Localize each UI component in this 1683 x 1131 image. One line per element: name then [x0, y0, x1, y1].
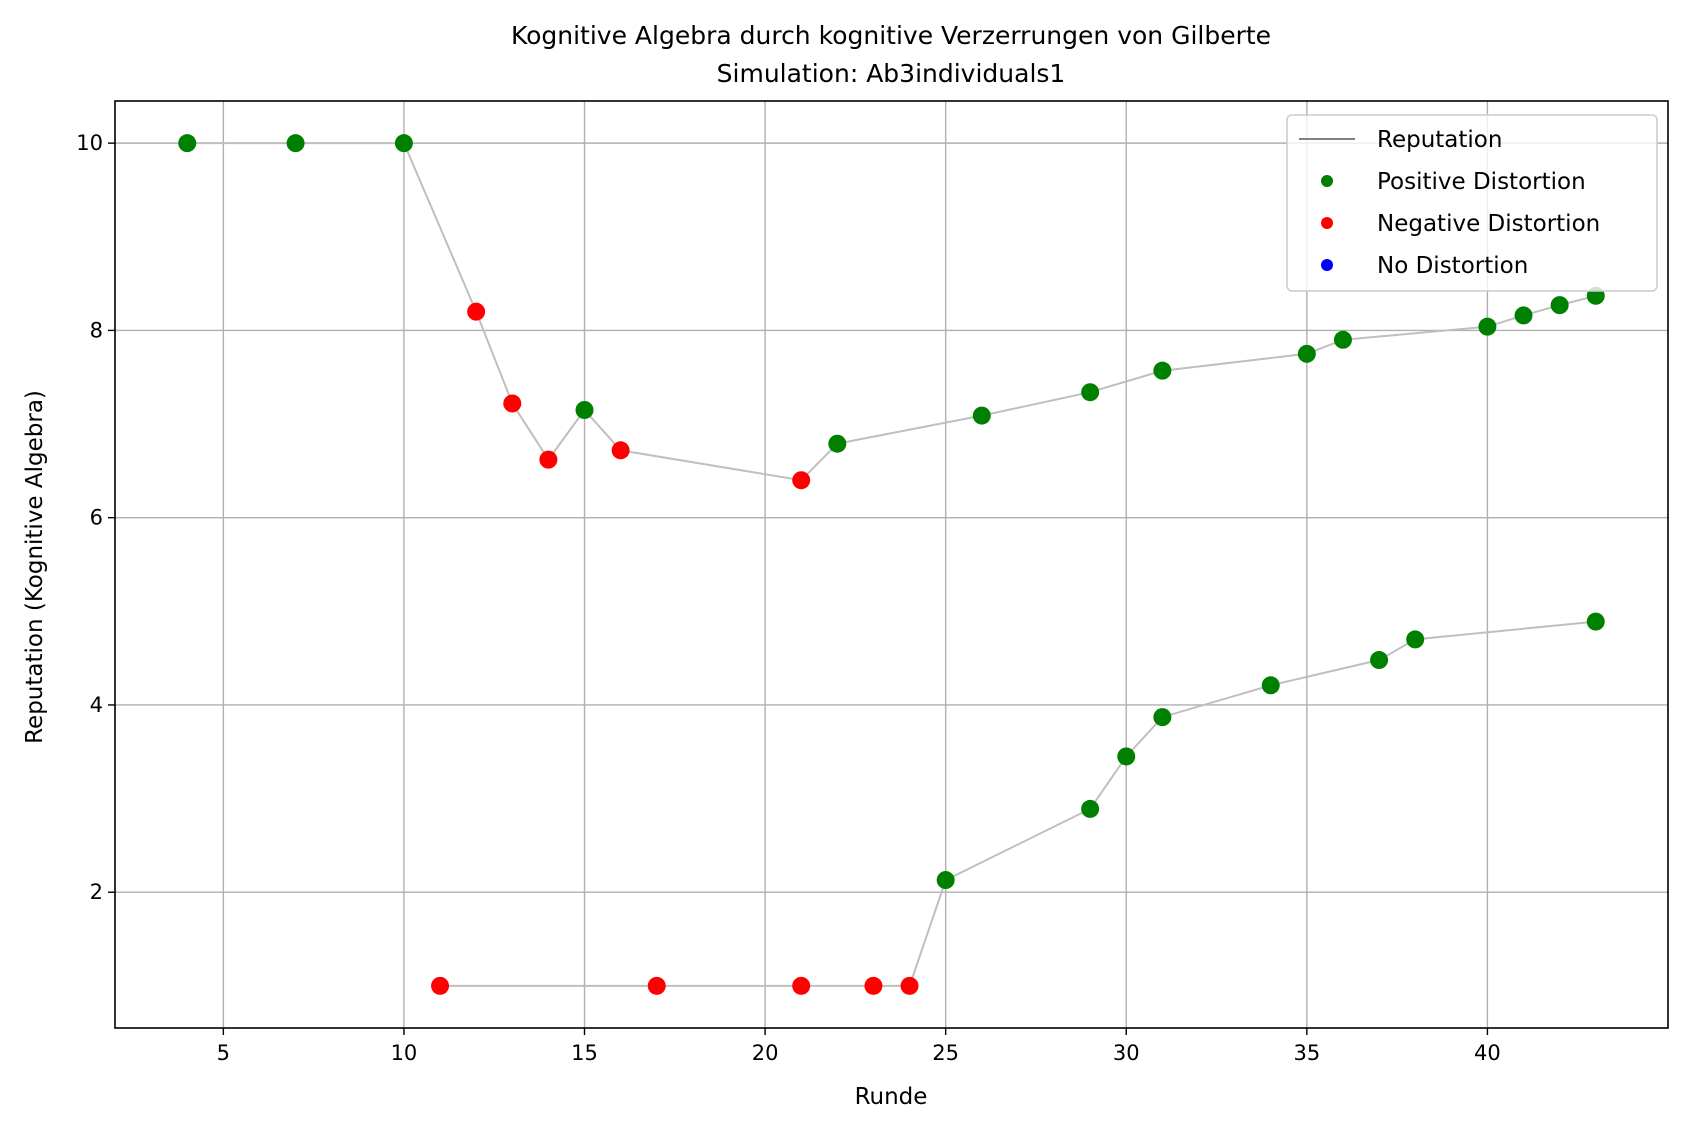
- chart-subtitle: Simulation: Ab3individuals1: [717, 59, 1066, 88]
- negative-distortion-point: [792, 976, 811, 995]
- legend-label: No Distortion: [1377, 253, 1528, 279]
- positive-distortion-point: [1153, 708, 1172, 727]
- negative-distortion-point: [792, 471, 811, 490]
- positive-distortion-point: [972, 406, 991, 425]
- chart-title: Kognitive Algebra durch kognitive Verzer…: [511, 21, 1271, 50]
- legend-marker-swatch: [1321, 175, 1333, 187]
- positive-distortion-point: [1081, 799, 1100, 818]
- legend-label: Reputation: [1377, 127, 1502, 153]
- x-tick-label: 20: [752, 1041, 779, 1065]
- positive-distortion-point: [1478, 317, 1497, 336]
- positive-distortion-point: [1117, 747, 1136, 766]
- positive-distortion-point: [1333, 330, 1352, 349]
- positive-distortion-point: [936, 871, 955, 890]
- positive-distortion-point: [1586, 612, 1605, 631]
- data-markers: [178, 134, 1605, 995]
- y-tick-label: 6: [90, 506, 103, 530]
- negative-distortion-point: [900, 976, 919, 995]
- positive-distortion-point: [1550, 296, 1569, 315]
- plot-frame: [114, 100, 1669, 1029]
- axis-ticks: 5 10 15 20 25 30 35 40 2 4 6 8 10: [76, 131, 1501, 1065]
- y-tick-label: 2: [90, 880, 103, 904]
- y-tick-label: 8: [90, 318, 103, 342]
- positive-distortion-point: [828, 434, 847, 453]
- negative-distortion-point: [431, 976, 450, 995]
- negative-distortion-point: [539, 450, 558, 469]
- negative-distortion-point: [467, 302, 486, 321]
- legend-marker-swatch: [1321, 217, 1333, 229]
- legend-label: Negative Distortion: [1377, 211, 1600, 237]
- positive-distortion-point: [394, 134, 413, 153]
- y-tick-label: 4: [90, 693, 103, 717]
- positive-distortion-point: [1081, 383, 1100, 402]
- legend-marker-swatch: [1321, 259, 1333, 271]
- legend-label: Positive Distortion: [1377, 169, 1586, 195]
- positive-distortion-point: [1514, 306, 1533, 325]
- positive-distortion-point: [1261, 676, 1280, 695]
- negative-distortion-point: [611, 441, 630, 460]
- legend: Reputation Positive Distortion Negative Di…: [1286, 114, 1658, 292]
- positive-distortion-point: [1370, 651, 1389, 670]
- negative-distortion-point: [647, 976, 666, 995]
- positive-distortion-point: [178, 134, 197, 153]
- legend-box: [1286, 114, 1658, 292]
- positive-distortion-point: [1153, 361, 1172, 380]
- x-tick-label: 25: [932, 1041, 959, 1065]
- negative-distortion-point: [864, 976, 883, 995]
- positive-distortion-point: [1297, 344, 1316, 363]
- positive-distortion-point: [575, 401, 594, 419]
- x-tick-label: 10: [391, 1041, 418, 1065]
- x-tick-label: 30: [1113, 1041, 1140, 1065]
- positive-distortion-point: [286, 134, 305, 153]
- x-tick-label: 15: [571, 1041, 598, 1065]
- x-axis-label: Runde: [855, 1084, 928, 1110]
- x-tick-label: 5: [217, 1041, 230, 1065]
- x-tick-label: 35: [1293, 1041, 1320, 1065]
- x-tick-label: 40: [1474, 1041, 1501, 1065]
- y-tick-label: 10: [76, 131, 103, 155]
- negative-distortion-point: [503, 394, 522, 413]
- positive-distortion-point: [1406, 630, 1425, 649]
- y-axis-label: Reputation (Kognitive Algebra): [22, 390, 48, 744]
